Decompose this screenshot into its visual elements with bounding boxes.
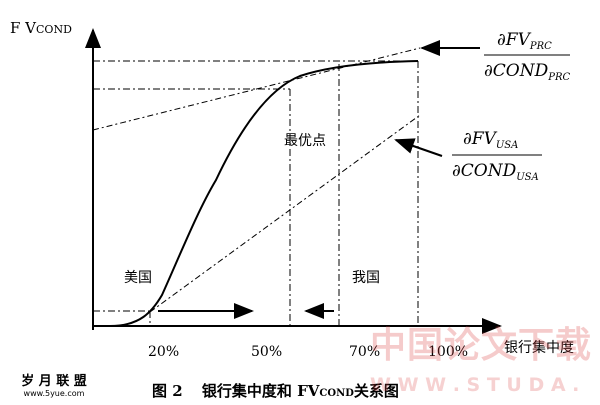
watermark-left: 岁 月 联 盟 www.5yue.com: [14, 370, 94, 398]
label-optimal: 最优点: [284, 133, 326, 149]
label-us: 美国: [124, 270, 152, 286]
watermark-right: 中国论文下载 W W W . S T U D A .: [370, 316, 598, 396]
annotation-prc: ∂FVPRC ∂CONDPRC: [484, 30, 571, 83]
svg-text:∂FVUSA: ∂FVUSA: [463, 129, 518, 151]
x-tick-50: 50%: [251, 344, 282, 360]
fv-curve: [109, 60, 419, 327]
watermark-right-en: W W W . S T U D A .: [370, 374, 580, 396]
watermark-right-cn: 中国论文下载: [370, 325, 593, 366]
svg-text:∂CONDUSA: ∂CONDUSA: [452, 161, 539, 183]
label-cn: 我国: [352, 270, 380, 286]
annotation-usa: ∂FVUSA ∂CONDUSA: [452, 129, 542, 183]
arrow-usa-annotation: [394, 138, 443, 157]
figure-caption: 图 2 银行集中度和 FVCOND关系图: [152, 382, 399, 400]
y-axis-label: F VCOND: [10, 19, 72, 37]
x-tick-20: 20%: [148, 344, 179, 360]
x-tick-70: 70%: [349, 344, 380, 360]
svg-text:∂FVPRC: ∂FVPRC: [497, 30, 552, 52]
watermark-left-cn: 岁 月 联 盟: [21, 374, 87, 389]
x-tick-100: 100%: [428, 344, 468, 360]
svg-text:∂CONDPRC: ∂CONDPRC: [484, 61, 571, 83]
x-axis-label: 银行集中度: [504, 339, 574, 356]
tangent-prc: [92, 47, 421, 131]
watermark-left-en: www.5yue.com: [23, 389, 85, 398]
